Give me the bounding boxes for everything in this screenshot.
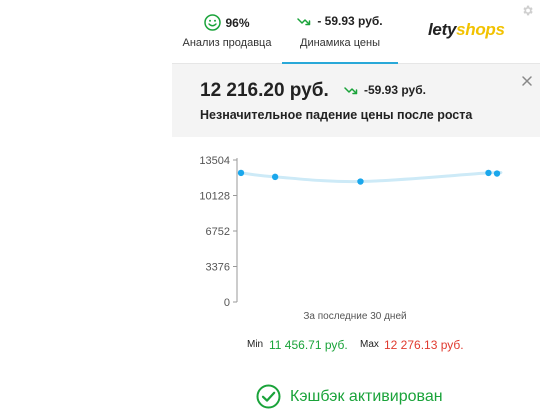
min-price: 11 456.71 руб. xyxy=(269,338,348,352)
price-panel: 96% Анализ продавца - 59.93 руб. Динамик… xyxy=(172,0,540,411)
max-label: Max xyxy=(360,339,379,350)
gear-icon[interactable] xyxy=(521,4,534,17)
y-tick-label: 6752 xyxy=(206,226,230,238)
data-point xyxy=(237,169,245,177)
price-trend-description: Незначительное падение цены после роста xyxy=(200,108,473,122)
price-delta: -59.93 руб. xyxy=(364,83,426,97)
trend-down-icon xyxy=(297,18,311,26)
tab-bar: 96% Анализ продавца - 59.93 руб. Динамик… xyxy=(172,0,540,65)
min-label: Min xyxy=(247,339,264,350)
letyshops-logo: letyshops xyxy=(428,20,505,39)
letyshops-logo-area[interactable]: letyshops xyxy=(398,0,540,64)
close-icon[interactable] xyxy=(520,74,534,88)
data-point xyxy=(357,178,364,185)
y-tick-label: 3376 xyxy=(206,262,230,274)
price-series-line xyxy=(239,170,503,184)
y-tick-label: 10128 xyxy=(199,191,230,203)
y-tick-label: 0 xyxy=(224,297,230,309)
data-point xyxy=(493,170,501,177)
price-chart-svg: 13504 10128 6752 3376 0 За последние 30 дней xyxy=(199,155,503,322)
max-price: 12 276.13 руб. xyxy=(384,338,464,352)
active-tab-indicator xyxy=(282,62,398,65)
data-point xyxy=(271,173,279,181)
tab-seller-analysis[interactable]: 96% Анализ продавца xyxy=(172,0,282,64)
tab-seller-label: Анализ продавца xyxy=(182,37,272,49)
min-max-stats: Min 11 456.71 руб. Max 12 276.13 руб. xyxy=(172,338,540,354)
seller-rating: 96% xyxy=(225,16,250,30)
x-axis-label: За последние 30 дней xyxy=(303,311,406,322)
price-chart: 13504 10128 6752 3376 0 За последние 30 дней xyxy=(172,140,540,330)
data-point xyxy=(485,169,492,177)
smile-icon xyxy=(204,14,222,31)
tab-price-dynamics[interactable]: - 59.93 руб. Динамика цены xyxy=(282,0,398,65)
cashback-text: Кэшбэк активирован xyxy=(290,388,443,405)
current-price: 12 216.20 руб. xyxy=(200,80,329,101)
price-change-summary: - 59.93 руб. xyxy=(317,14,383,28)
trend-down-icon xyxy=(344,87,358,95)
check-circle-icon xyxy=(256,384,281,409)
tab-dynamics-label: Динамика цены xyxy=(300,37,380,49)
y-tick-label: 13504 xyxy=(199,155,230,167)
price-summary: 12 216.20 руб. -59.93 руб. Незначительно… xyxy=(172,64,540,137)
